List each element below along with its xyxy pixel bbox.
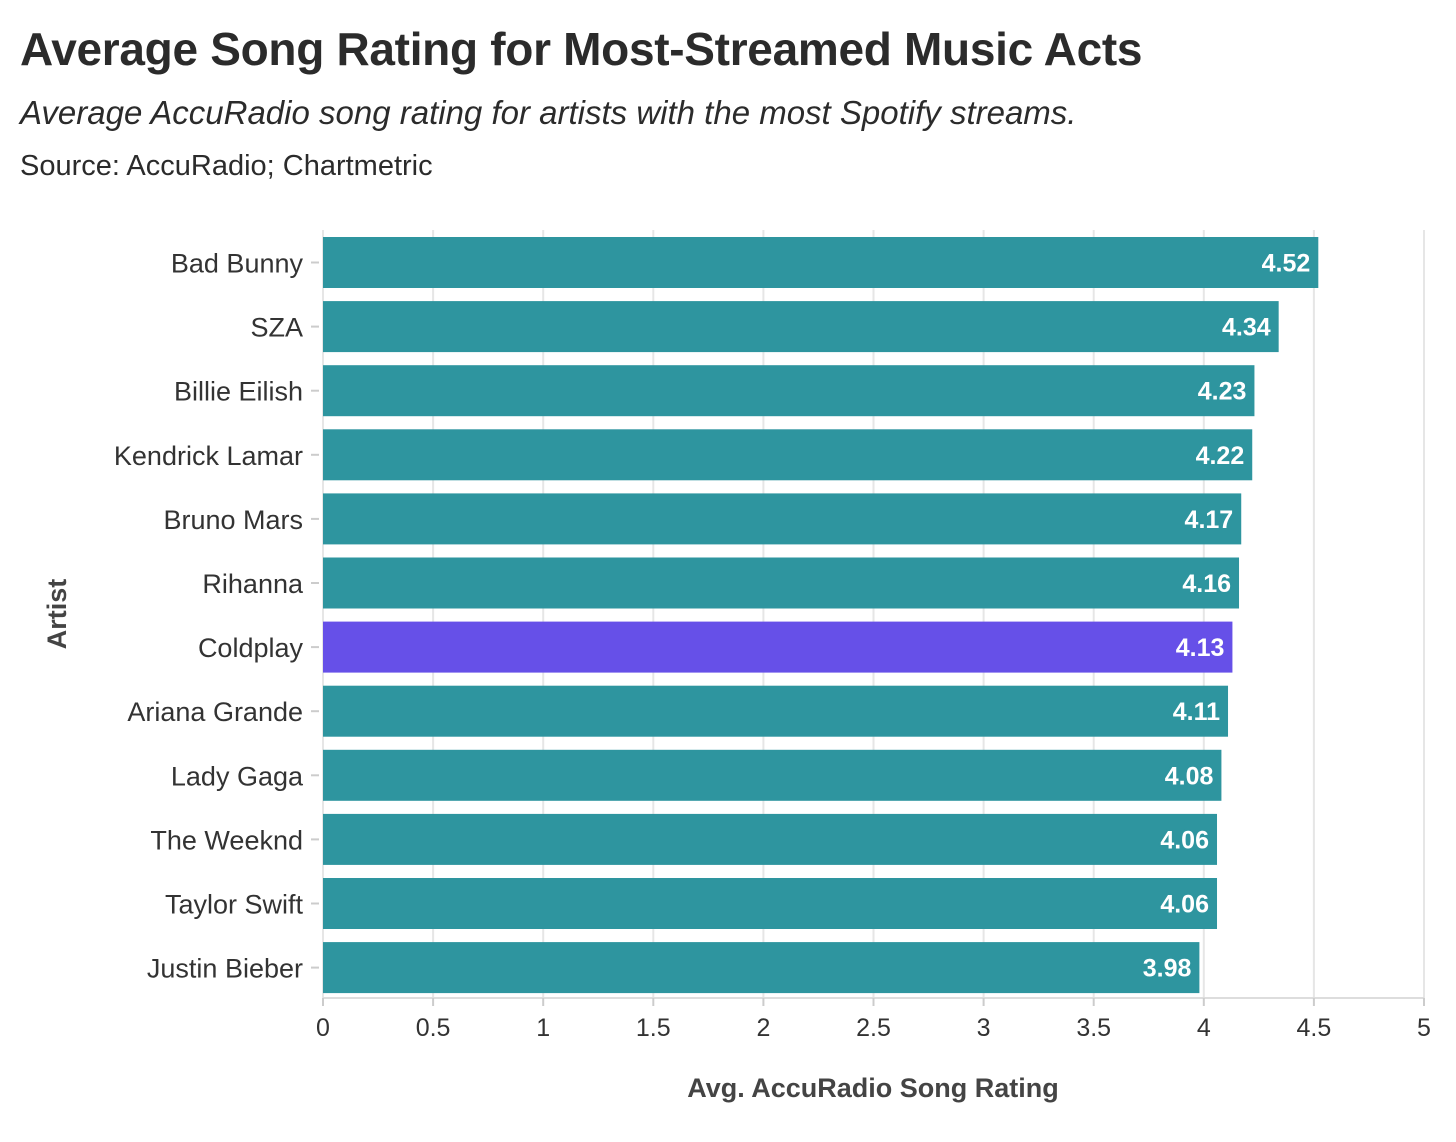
x-tick-label: 1: [536, 1014, 550, 1042]
data-label: 4.34: [1222, 314, 1271, 342]
gridlines: [322, 230, 1425, 999]
x-tick-label: 5: [1417, 1014, 1431, 1042]
category-label: Justin Bieber: [147, 954, 303, 984]
category-label: Taylor Swift: [165, 890, 304, 920]
category-label: Kendrick Lamar: [114, 441, 303, 471]
category-label: Bruno Mars: [163, 505, 303, 535]
bar: [323, 301, 1279, 353]
data-label: 4.13: [1176, 634, 1225, 662]
x-axis-ticks: 0 0.5 1 1.5 2 2.5 3 3.5 4 4.5 5: [316, 998, 1431, 1042]
bars: 4.52 4.34 4.23 4.22 4.17 4.16 4.13 4.11 4.08 4.06…: [323, 237, 1319, 994]
category-label: Coldplay: [198, 633, 304, 663]
bar: [323, 237, 1319, 288]
category-label: SZA: [250, 313, 303, 343]
category-labels: Bad Bunny SZA Billie Eilish Kendrick Lamar B…: [114, 249, 319, 984]
bar: [323, 429, 1253, 481]
bar: [323, 749, 1222, 801]
category-label: Bad Bunny: [171, 249, 304, 279]
x-tick-label: 0: [316, 1014, 330, 1042]
chart-title: Average Song Rating for Most-Streamed Mu…: [20, 23, 1143, 75]
category-label: Rihanna: [202, 569, 304, 599]
x-tick-label: 0.5: [416, 1014, 451, 1042]
data-label: 4.23: [1198, 378, 1247, 406]
bar: [323, 813, 1218, 865]
chart-source: Source: AccuRadio; Chartmetric: [20, 150, 433, 182]
x-tick-label: 2: [756, 1014, 770, 1042]
x-tick-label: 1.5: [636, 1014, 671, 1042]
x-axis-title: Avg. AccuRadio Song Rating: [687, 1073, 1059, 1103]
category-label: The Weeknd: [150, 825, 303, 855]
data-label: 4.06: [1160, 891, 1209, 919]
bar: [323, 621, 1233, 673]
data-label: 3.98: [1143, 955, 1192, 983]
x-tick-label: 3: [977, 1014, 991, 1042]
data-label: 4.52: [1262, 250, 1311, 278]
x-tick-label: 4.5: [1297, 1014, 1332, 1042]
y-axis-title: Artist: [42, 579, 72, 650]
bar: [323, 685, 1229, 737]
x-tick-label: 2.5: [856, 1014, 891, 1042]
bar: [323, 493, 1242, 545]
data-label: 4.17: [1185, 506, 1234, 534]
chart-subtitle: Average AccuRadio song rating for artist…: [20, 94, 1077, 131]
x-tick-label: 3.5: [1076, 1014, 1111, 1042]
category-label: Ariana Grande: [127, 697, 303, 727]
bar: [323, 557, 1240, 609]
category-label: Lady Gaga: [171, 761, 304, 791]
data-label: 4.06: [1160, 826, 1209, 854]
data-label: 4.16: [1182, 570, 1231, 598]
bar: [323, 942, 1200, 994]
data-label: 4.11: [1173, 698, 1220, 726]
data-label: 4.22: [1196, 442, 1245, 470]
category-label: Billie Eilish: [174, 377, 303, 407]
x-tick-label: 4: [1197, 1014, 1211, 1042]
bar: [323, 878, 1218, 929]
bar: [323, 365, 1255, 417]
data-label: 4.08: [1165, 762, 1214, 790]
